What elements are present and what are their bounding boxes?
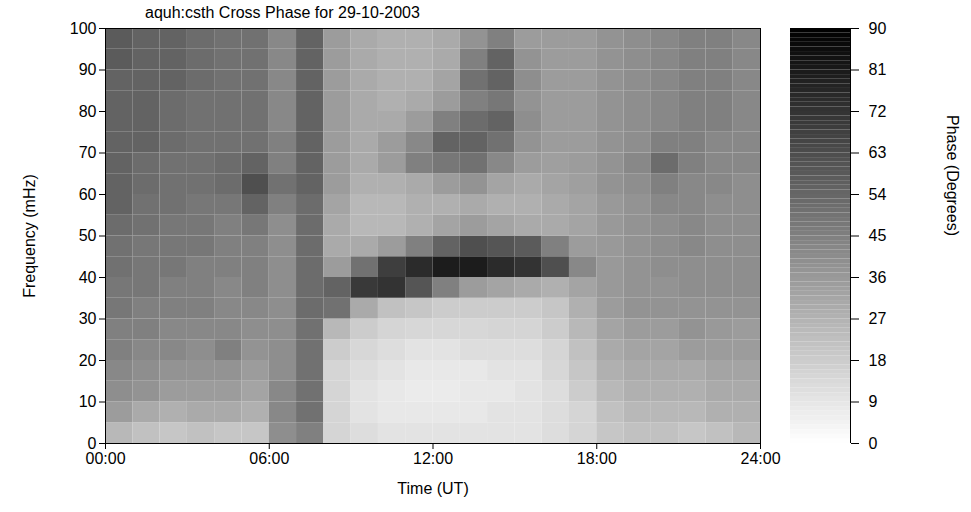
svg-text:30: 30: [79, 310, 97, 327]
svg-text:0: 0: [869, 435, 878, 452]
svg-text:100: 100: [70, 20, 97, 37]
svg-text:9: 9: [869, 393, 878, 410]
svg-text:72: 72: [869, 103, 887, 120]
svg-text:18:00: 18:00: [577, 450, 617, 467]
svg-text:80: 80: [79, 103, 97, 120]
svg-text:00:00: 00:00: [85, 450, 125, 467]
svg-text:10: 10: [79, 393, 97, 410]
svg-text:63: 63: [869, 144, 887, 161]
svg-text:24:00: 24:00: [740, 450, 780, 467]
svg-text:90: 90: [869, 20, 887, 37]
svg-text:0: 0: [87, 434, 97, 452]
svg-text:60: 60: [79, 186, 97, 203]
svg-text:50: 50: [79, 227, 97, 244]
svg-text:45: 45: [869, 227, 887, 244]
svg-text:Time (UT): Time (UT): [397, 480, 468, 497]
svg-text:18: 18: [869, 352, 887, 369]
svg-text:70: 70: [79, 144, 97, 161]
svg-text:Frequency (mHz): Frequency (mHz): [21, 174, 38, 298]
svg-text:40: 40: [79, 269, 97, 286]
html-text:aquh:csth Cross Phase for 29-1: aquh:csth Cross Phase for 29-10-2003: [145, 4, 420, 21]
svg-text:90: 90: [79, 61, 97, 78]
svg-text:27: 27: [869, 310, 887, 327]
svg-text:81: 81: [869, 61, 887, 78]
svg-text:06:00: 06:00: [249, 450, 289, 467]
svg-text:54: 54: [869, 186, 887, 203]
svg-text:36: 36: [869, 269, 887, 286]
svg-text:12:00: 12:00: [413, 450, 453, 467]
svg-text:Phase (Degrees): Phase (Degrees): [944, 115, 961, 236]
svg-text:20: 20: [79, 352, 97, 369]
